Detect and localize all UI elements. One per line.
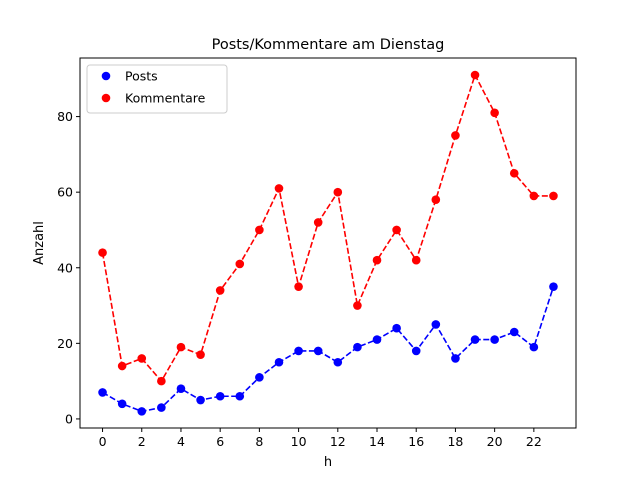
legend-marker — [101, 71, 111, 81]
plot-area — [79, 57, 577, 429]
x-axis-label: h — [324, 455, 332, 470]
data-point-posts — [451, 354, 460, 363]
data-point-kommentare — [549, 191, 558, 201]
legend-label: Posts — [125, 69, 158, 84]
x-tick-label: 10 — [291, 434, 307, 449]
y-tick-label: 0 — [65, 411, 73, 426]
data-point-posts — [470, 335, 480, 344]
data-point-kommentare — [274, 184, 284, 193]
plot-background — [80, 58, 576, 428]
y-axis-label: Anzahl — [32, 221, 47, 265]
legend: Posts Kommentare — [86, 64, 228, 114]
data-point-posts — [509, 327, 519, 337]
data-point-posts — [215, 391, 225, 401]
data-point-kommentare — [137, 354, 147, 363]
y-axis: 0 20 40 60 80 — [57, 109, 80, 426]
x-tick-label: 0 — [99, 434, 107, 449]
chart-title: Posts/Kommentare am Dienstag — [212, 37, 445, 53]
legend-label: Kommentare — [125, 91, 206, 106]
data-point-kommentare — [490, 108, 499, 118]
data-point-kommentare — [313, 218, 323, 227]
data-point-posts — [98, 388, 107, 397]
data-point-posts — [137, 407, 147, 416]
data-point-kommentare — [451, 131, 460, 140]
data-point-posts — [294, 346, 303, 356]
data-point-kommentare — [431, 195, 441, 205]
data-point-kommentare — [529, 191, 539, 201]
x-tick-label: 4 — [177, 434, 185, 449]
data-point-kommentare — [176, 342, 186, 352]
data-point-kommentare — [392, 225, 401, 235]
x-tick-label: 18 — [447, 434, 463, 449]
data-point-kommentare — [294, 282, 303, 291]
data-point-posts — [411, 346, 421, 356]
x-tick-label: 14 — [369, 434, 385, 449]
x-axis: 0 2 4 6 8 10 12 14 16 18 20 22 — [99, 428, 542, 449]
data-point-posts — [313, 346, 323, 356]
data-point-kommentare — [509, 168, 519, 178]
data-point-posts — [353, 342, 362, 352]
series-line-kommentare — [101, 72, 554, 383]
data-point-kommentare — [98, 248, 107, 257]
data-point-kommentare — [470, 70, 480, 80]
data-point-posts — [431, 320, 441, 329]
data-point-posts — [235, 391, 245, 401]
data-point-kommentare — [372, 255, 382, 265]
x-tick-label: 8 — [255, 434, 263, 449]
data-point-posts — [549, 282, 558, 291]
data-point-posts — [157, 403, 166, 412]
y-tick-label: 20 — [57, 336, 73, 351]
x-tick-label: 6 — [216, 434, 224, 449]
data-point-kommentare — [117, 361, 127, 371]
data-point-posts — [176, 384, 186, 393]
x-tick-label: 22 — [526, 434, 542, 449]
data-point-kommentare — [215, 286, 225, 295]
data-point-posts — [372, 335, 382, 344]
data-point-kommentare — [353, 301, 362, 310]
legend-frame — [86, 64, 228, 114]
data-point-kommentare — [255, 225, 264, 235]
y-tick-label: 60 — [57, 185, 73, 200]
data-point-kommentare — [411, 255, 421, 265]
data-point-kommentare — [333, 187, 343, 197]
data-point-posts — [255, 373, 264, 382]
x-tick-label: 2 — [138, 434, 146, 449]
x-tick-label: 16 — [408, 434, 424, 449]
y-tick-label: 40 — [57, 260, 73, 275]
data-point-posts — [117, 399, 127, 409]
data-point-kommentare — [196, 350, 205, 359]
data-point-posts — [274, 357, 284, 367]
x-tick-label: 20 — [487, 434, 503, 449]
data-point-kommentare — [157, 376, 166, 386]
plot-frame — [79, 57, 577, 429]
data-point-kommentare — [235, 259, 245, 269]
data-point-posts — [529, 342, 539, 352]
data-point-posts — [333, 357, 343, 367]
data-point-posts — [490, 335, 499, 344]
data-point-posts — [196, 395, 205, 405]
data-point-posts — [392, 323, 401, 333]
legend-marker — [101, 93, 111, 103]
x-tick-label: 12 — [330, 434, 346, 449]
series-layer — [98, 70, 558, 416]
y-tick-label: 80 — [57, 109, 73, 124]
